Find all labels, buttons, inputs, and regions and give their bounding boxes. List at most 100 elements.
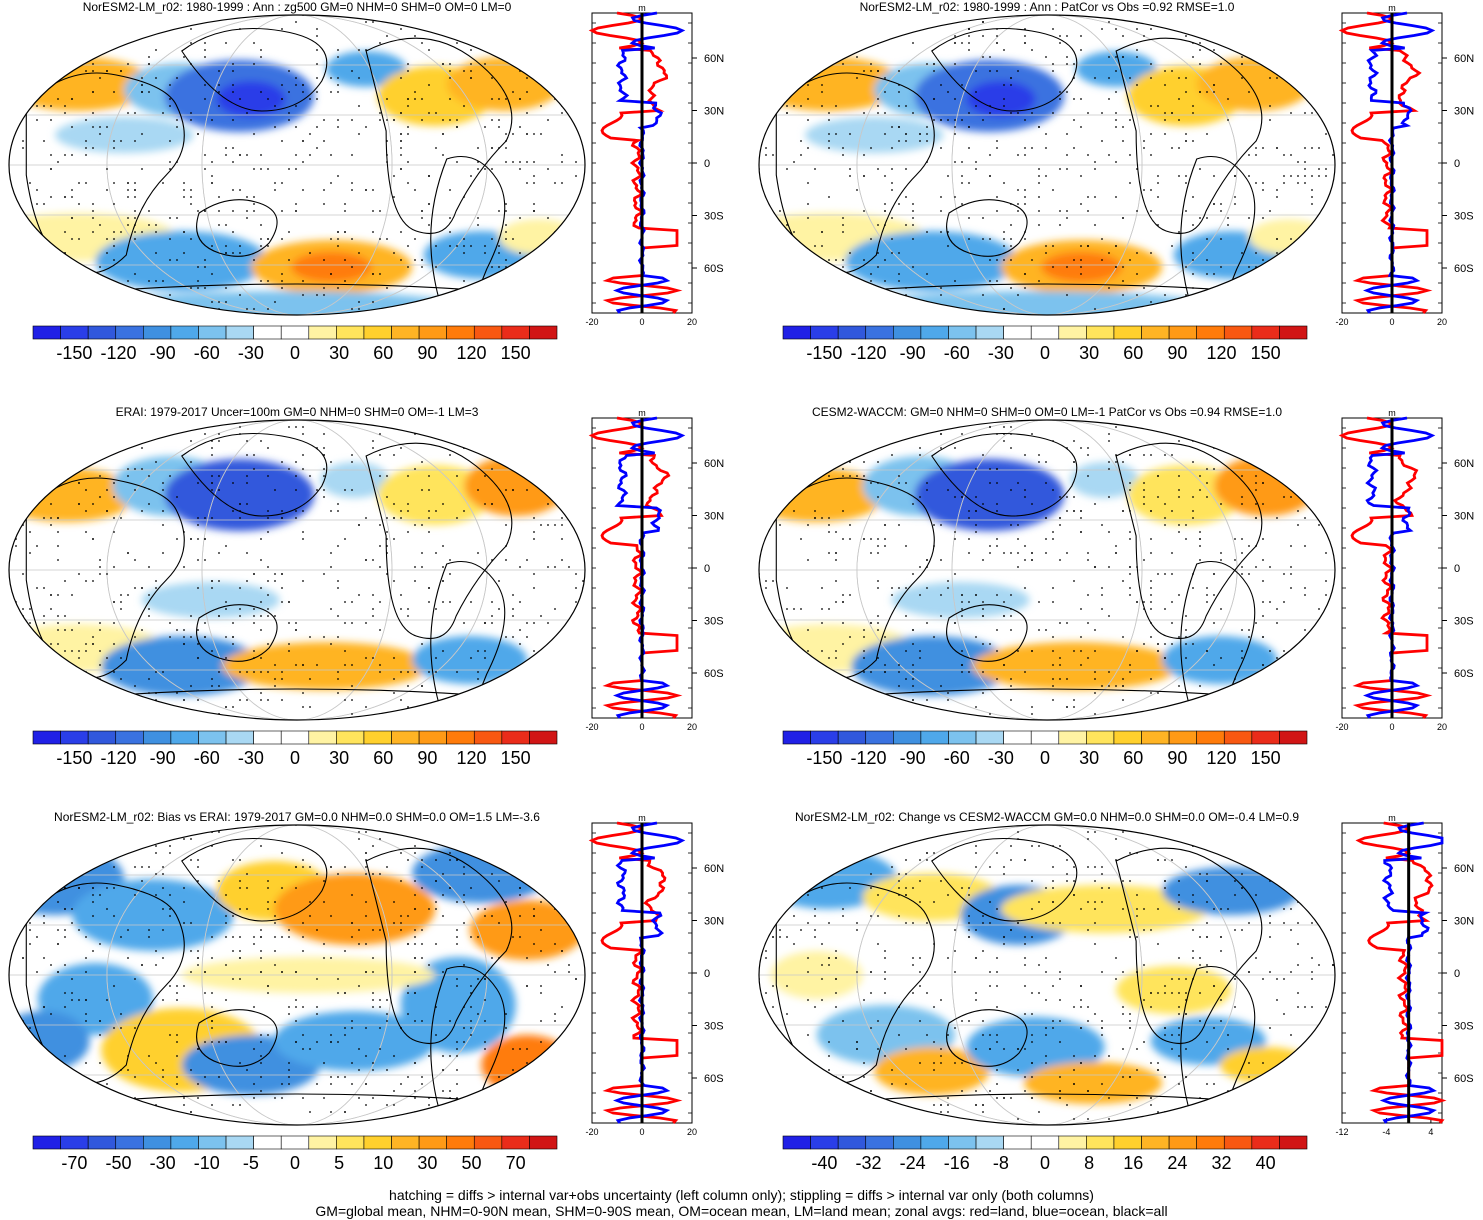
- land-zonal-line: [588, 11, 683, 314]
- colorbar-swatch: [1279, 1135, 1308, 1150]
- coastline: [946, 199, 1028, 257]
- lat-tick-label: 30N: [1454, 916, 1474, 928]
- colorbar-swatch: [198, 1135, 227, 1150]
- colorbar-label: -5: [243, 1153, 259, 1173]
- anomaly-region: [469, 900, 585, 960]
- colorbar-label: -8: [993, 1153, 1009, 1173]
- anomaly-region: [1070, 462, 1140, 498]
- lat-tick-label: 60S: [704, 668, 724, 680]
- x-tick-label: 20: [687, 1127, 697, 1137]
- colorbar-swatch: [529, 1135, 558, 1150]
- colorbar-label: 90: [1167, 343, 1187, 363]
- colorbar-label: -90: [150, 748, 176, 768]
- colorbar-swatch: [865, 730, 894, 745]
- x-tick-label: 0: [639, 722, 644, 732]
- colorbar-label: 40: [1256, 1153, 1276, 1173]
- colorbar-swatch: [1223, 325, 1253, 340]
- colorbar-label: 30: [417, 1153, 437, 1173]
- zonal-mean-plot: m 60N 30N 0 30S 60S -12 -4 4: [1335, 813, 1474, 1137]
- colorbar-swatch: [308, 325, 337, 340]
- coastline: [196, 1009, 278, 1067]
- colorbar-label: 60: [373, 748, 393, 768]
- panel-title: NorESM2-LM_r02: Bias vs ERAI: 1979-2017 …: [54, 810, 540, 824]
- colorbar-swatch: [948, 730, 977, 745]
- zonal-mean-plot: m 60N 30N 0 30S 60S -20 0 20: [1335, 408, 1474, 732]
- colorbar-swatch: [1223, 730, 1253, 745]
- colorbar-swatch: [473, 325, 503, 340]
- colorbar-label: 32: [1211, 1153, 1231, 1173]
- map-panel-2: NorESM2-LM_r02: 1980-1999 : Ann : PatCor…: [755, 0, 1483, 405]
- coastline: [931, 432, 1078, 517]
- x-tick-label: 4: [1428, 1127, 1433, 1137]
- colorbar-label: -60: [944, 748, 970, 768]
- lat-tick-label: 30N: [704, 511, 724, 523]
- anomaly-region: [1023, 1062, 1163, 1104]
- anomaly-region: [95, 231, 269, 291]
- coastline: [931, 837, 1078, 922]
- colorbar-label: -30: [150, 1153, 176, 1173]
- colorbar-swatch: [308, 1135, 337, 1150]
- colorbar-swatch: [363, 1135, 392, 1150]
- colorbar-swatch: [446, 325, 475, 340]
- colorbar-swatch: [810, 730, 839, 745]
- x-tick-label: 0: [1389, 722, 1394, 732]
- colorbar-swatch: [1030, 1135, 1060, 1150]
- colorbar-label: -10: [194, 1153, 220, 1173]
- colorbar-label: 50: [461, 1153, 481, 1173]
- colorbar-swatch: [253, 730, 282, 745]
- colorbar-swatch: [363, 325, 392, 340]
- colorbar-swatch: [1168, 1135, 1197, 1150]
- colorbar-label: -120: [100, 748, 136, 768]
- colorbar-swatch: [1196, 730, 1225, 745]
- x-tick-label: 20: [687, 722, 697, 732]
- anomaly-region: [1214, 456, 1318, 516]
- colorbar-swatch: [446, 1135, 475, 1150]
- map-panel-1: NorESM2-LM_r02: 1980-1999 : Ann : zg500 …: [5, 0, 750, 405]
- panel-graphics: m 60N 30N 0 30S 60S -20 0 20 -150 -120 -90 -60 -30 0 30…: [758, 408, 1474, 768]
- colorbar-swatch: [280, 730, 310, 745]
- x-tick-label: 20: [1437, 317, 1447, 327]
- colorbar-label: -30: [238, 748, 264, 768]
- anomaly-region: [966, 81, 1036, 117]
- colorbar-swatch: [529, 730, 558, 745]
- map-field: [759, 825, 1335, 1125]
- anomaly-region: [1116, 966, 1232, 1014]
- units-label: m: [1388, 813, 1396, 823]
- land-zonal-line: [1338, 416, 1433, 719]
- colorbar-swatch: [198, 325, 227, 340]
- lat-tick-label: 30S: [1454, 616, 1474, 628]
- anomaly-region: [1162, 636, 1278, 684]
- colorbar-label: -120: [850, 343, 886, 363]
- map-panel-5: NorESM2-LM_r02: Bias vs ERAI: 1979-2017 …: [5, 810, 750, 1215]
- lat-tick-label: 0: [704, 563, 710, 575]
- colorbar-label: 0: [1040, 343, 1050, 363]
- colorbar-swatch: [446, 730, 475, 745]
- colorbar-swatch: [1003, 325, 1032, 340]
- lat-tick-label: 60S: [1454, 668, 1474, 680]
- panel-graphics: m 60N 30N 0 30S 60S -20 0 20 -150 -120 -90 -60 -30 0 30…: [8, 408, 724, 768]
- colorbar-swatch: [87, 325, 117, 340]
- colorbar-label: -150: [56, 343, 92, 363]
- colorbar-swatch: [1141, 730, 1170, 745]
- colorbar-label: -70: [61, 1153, 87, 1173]
- ocean-zonal-line: [1379, 821, 1444, 1124]
- anomaly-region: [72, 879, 234, 951]
- x-tick-label: -20: [585, 317, 598, 327]
- land-zonal-line: [1338, 11, 1433, 314]
- anomaly-region: [862, 291, 1209, 315]
- anomaly-region: [966, 1017, 1105, 1077]
- x-tick-label: 20: [687, 317, 697, 327]
- colorbar-label: 150: [1251, 748, 1281, 768]
- coastline: [181, 432, 328, 517]
- colorbar-swatch: [948, 325, 977, 340]
- colorbar-label: 120: [456, 748, 486, 768]
- anomaly-region: [891, 582, 1030, 618]
- lat-tick-label: 60N: [704, 53, 724, 65]
- anomaly-region: [1248, 219, 1330, 255]
- colorbar-swatch: [1223, 1135, 1253, 1150]
- colorbar-swatch: [975, 1135, 1004, 1150]
- anomaly-region: [1127, 465, 1243, 525]
- anomaly-region: [498, 219, 580, 255]
- colorbar-swatch: [1141, 325, 1170, 340]
